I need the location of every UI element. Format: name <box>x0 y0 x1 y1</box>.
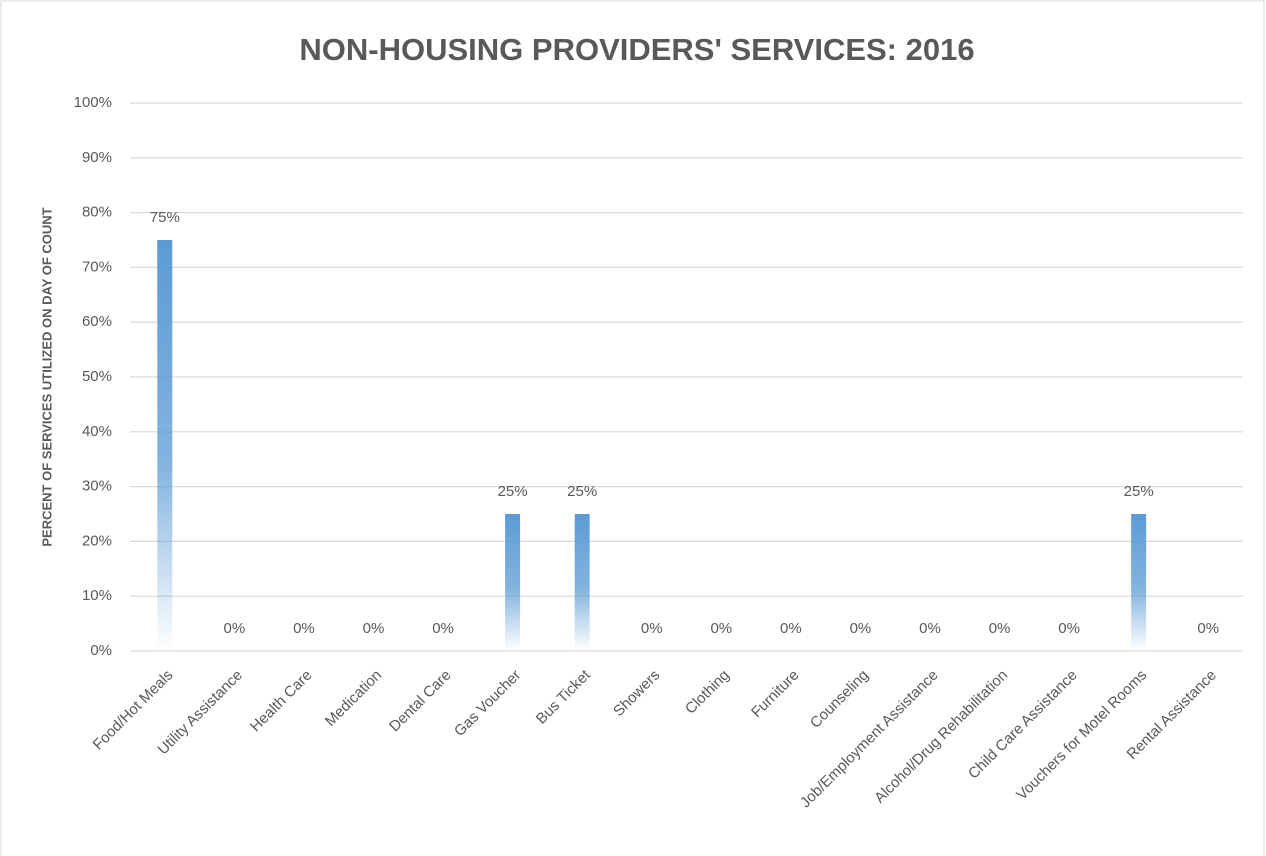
y-tick-label: 100% <box>74 94 112 111</box>
x-tick-label: Alcohol/Drug Rehabilitation <box>871 667 1011 807</box>
x-tick-label: Medication <box>322 667 385 730</box>
y-tick-label: 90% <box>82 149 112 166</box>
value-label: 25% <box>1124 483 1154 500</box>
y-tick-label: 60% <box>82 313 112 330</box>
bar <box>574 514 590 651</box>
bar <box>1131 514 1147 651</box>
y-tick-label: 20% <box>82 532 112 549</box>
value-label: 0% <box>224 620 246 637</box>
value-label: 0% <box>710 620 732 637</box>
x-tick-label: Furniture <box>748 667 802 721</box>
chart-title: NON-HOUSING PROVIDERS' SERVICES: 2016 <box>299 32 974 67</box>
x-tick-label: Clothing <box>682 667 733 718</box>
y-tick-label: 50% <box>82 368 112 385</box>
value-label: 0% <box>432 620 454 637</box>
y-tick-label: 10% <box>82 587 112 604</box>
value-label: 0% <box>1058 620 1080 637</box>
x-tick-label: Vouchers for Motel Rooms <box>1013 667 1150 804</box>
y-tick-label: 80% <box>82 204 112 221</box>
y-tick-label: 0% <box>90 642 112 659</box>
x-tick-label: Gas Voucher <box>451 667 524 740</box>
x-tick-label: Health Care <box>247 667 316 736</box>
value-label: 0% <box>919 620 941 637</box>
value-label: 0% <box>780 620 802 637</box>
bar <box>157 240 173 651</box>
y-tick-label: 40% <box>82 423 112 440</box>
value-label: 0% <box>989 620 1011 637</box>
value-label: 0% <box>293 620 315 637</box>
x-tick-label: Showers <box>610 667 663 720</box>
y-axis-label: PERCENT OF SERVICES UTILIZED ON DAY OF C… <box>39 207 54 546</box>
x-tick-label: Dental Care <box>386 667 455 736</box>
x-tick-label: Job/Employment Assistance <box>797 667 942 812</box>
value-label: 0% <box>363 620 385 637</box>
value-label: 0% <box>850 620 872 637</box>
value-label: 25% <box>567 483 597 500</box>
x-tick-label: Counseling <box>807 667 872 732</box>
bar <box>505 514 521 651</box>
y-tick-label: 70% <box>82 258 112 275</box>
x-tick-label: Bus Ticket <box>533 666 595 728</box>
value-label: 75% <box>150 209 180 226</box>
y-tick-label: 30% <box>82 478 112 495</box>
value-label: 25% <box>498 483 528 500</box>
value-label: 0% <box>1197 620 1219 637</box>
value-label: 0% <box>641 620 663 637</box>
